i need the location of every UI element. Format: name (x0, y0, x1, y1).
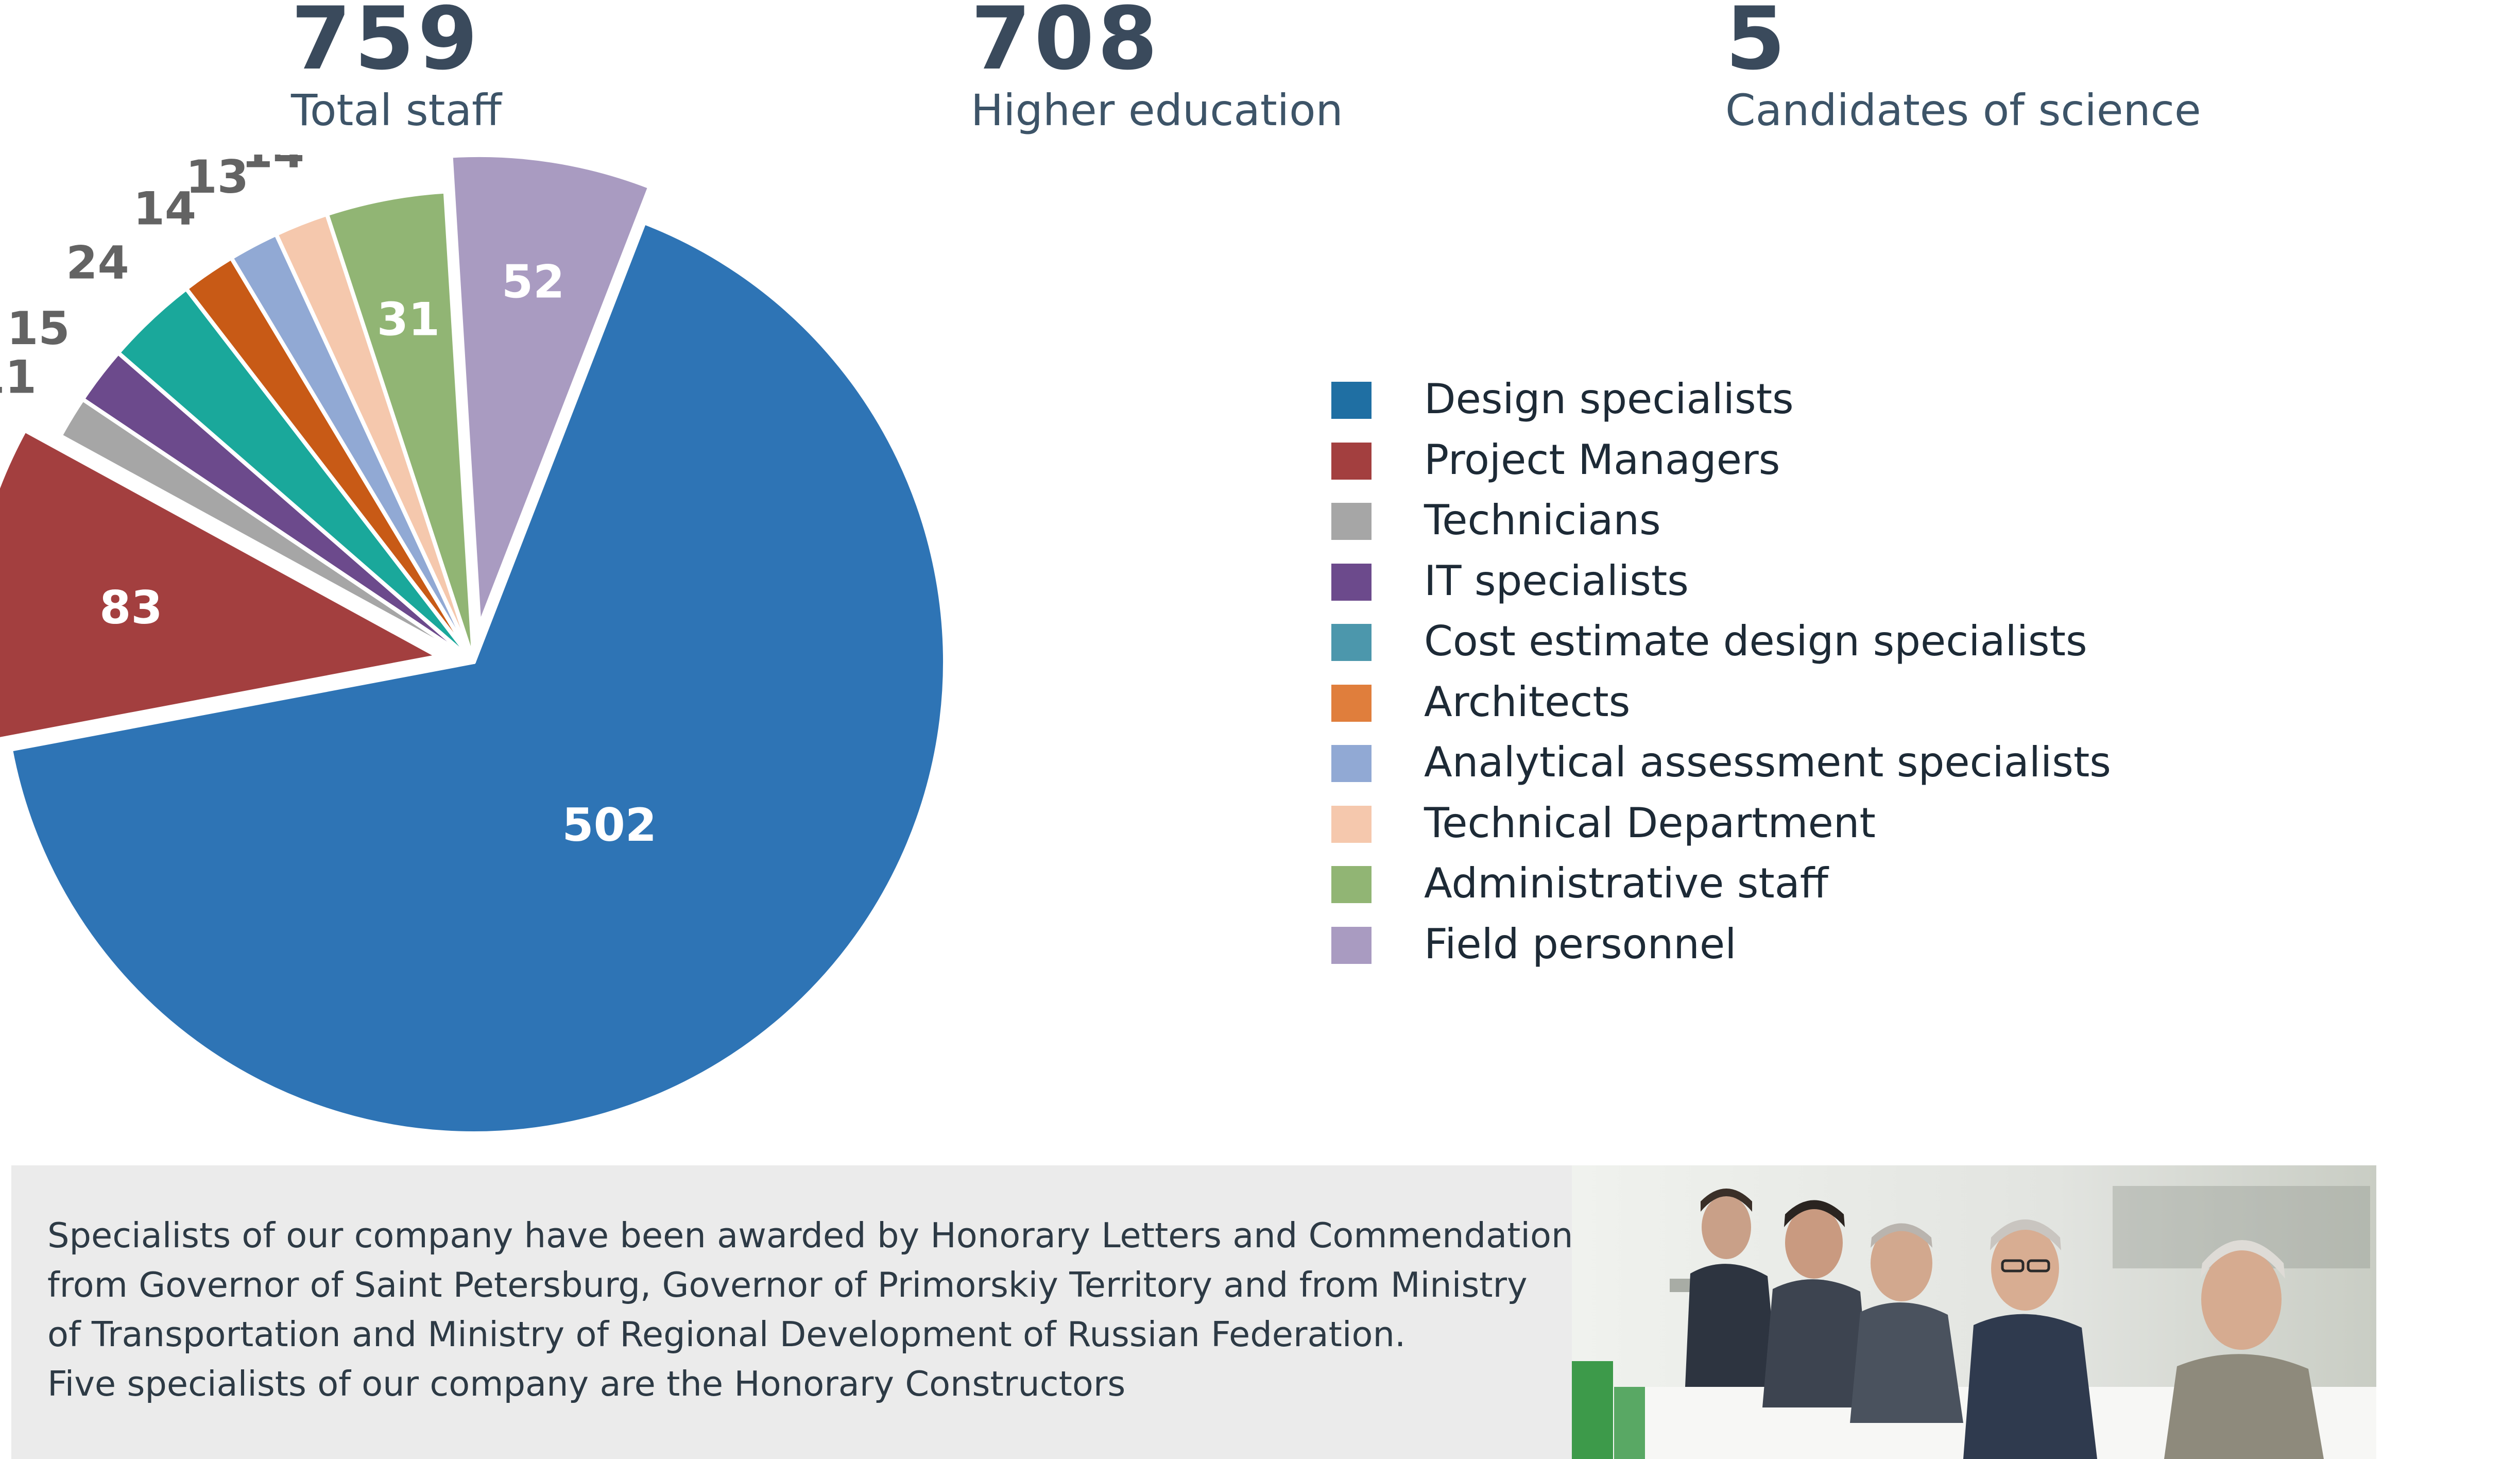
stat-label: Higher education (971, 85, 1343, 135)
legend-swatch (1331, 926, 1372, 964)
legend-label: Cost estimate design specialists (1424, 617, 2087, 665)
stat-value: 708 (971, 0, 1161, 89)
pie-slice-design-specialists (8, 220, 947, 1135)
legend-label: Technical Department (1424, 799, 1876, 847)
awards-panel: Specialists of our company have been awa… (11, 1165, 1591, 1459)
pie-slice-label: 15 (7, 302, 70, 355)
stat-label: Candidates of science (1725, 85, 2201, 135)
pie-slice-project-managers (0, 428, 440, 741)
legend-swatch (1331, 442, 1372, 480)
awards-text-line: Specialists of our company have been awa… (47, 1215, 1591, 1256)
legend-label: Technicians (1424, 496, 1661, 544)
pie-slice-label: 13 (186, 155, 249, 203)
legend-label: Field personnel (1424, 920, 1737, 968)
legend-swatch (1331, 624, 1372, 661)
staff-pie-chart: 502831115241413143152 (0, 155, 947, 1135)
legend-swatch (1331, 503, 1372, 540)
legend-swatch (1331, 684, 1372, 722)
pie-slice-field-personnel (449, 155, 652, 629)
legend-label: Project Managers (1424, 435, 1780, 484)
legend-swatch (1331, 382, 1372, 419)
legend-label: IT specialists (1424, 556, 1689, 605)
pie-slice-label: 14 (133, 182, 196, 235)
pie-slice-label: 31 (377, 293, 440, 346)
pie-slices (0, 155, 947, 1135)
legend-label: Architects (1424, 677, 1631, 726)
awards-text-line: of Transportation and Ministry of Region… (47, 1314, 1406, 1354)
stat-candidates-of-science: 5 Candidates of science (1725, 0, 2201, 136)
pie-slice-administrative-staff (324, 189, 476, 664)
stat-value: 5 (1725, 0, 1789, 89)
stat-total-staff: 759 Total staff (291, 0, 502, 136)
awards-text: Specialists of our company have been awa… (47, 1211, 1591, 1409)
stat-label: Total staff (291, 85, 502, 135)
awards-text-line: from Governor of Saint Petersburg, Gover… (47, 1265, 1528, 1305)
legend-label: Administrative staff (1424, 859, 1828, 907)
pie-slice-label: 14 (242, 155, 304, 178)
legend-swatch (1331, 745, 1372, 782)
legend-label: Design specialists (1424, 375, 1794, 423)
stat-higher-education: 708 Higher education (971, 0, 1343, 136)
legend-swatch (1331, 805, 1372, 843)
pie-slice-label: 52 (502, 255, 564, 308)
legend-label: Analytical assessment specialists (1424, 738, 2111, 786)
pie-labels: 502831115241413143152 (0, 155, 657, 852)
stat-value: 759 (291, 0, 481, 89)
pie-slice-label: 502 (562, 799, 657, 852)
legend-swatch (1331, 866, 1372, 903)
pie-slice-label: 11 (0, 351, 37, 404)
legend-swatch (1331, 563, 1372, 601)
awards-text-line: Five specialists of our company are the … (47, 1364, 1126, 1404)
specialists-photo (1572, 1165, 2376, 1459)
pie-slice-label: 83 (99, 581, 162, 634)
pie-slice-label: 24 (66, 236, 129, 290)
